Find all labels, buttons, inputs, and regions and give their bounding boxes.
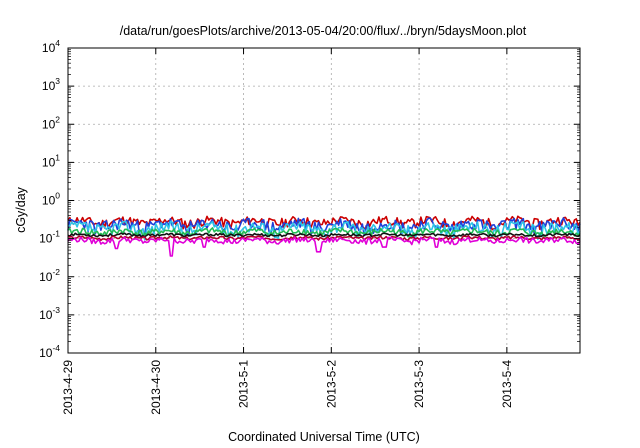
x-tick-label: 2013-5-2 [324, 360, 338, 408]
y-tick-label: 103 [42, 76, 60, 93]
y-tick-label: 10-1 [39, 229, 60, 246]
x-axis-label: Coordinated Universal Time (UTC) [228, 430, 420, 444]
x-tick-label: 2013-5-3 [412, 360, 426, 408]
y-tick-label: 10-3 [39, 305, 60, 322]
y-tick-label: 102 [42, 114, 60, 131]
y-axis-label: cGy/day [14, 186, 28, 233]
y-tick-label: 10-2 [39, 267, 60, 284]
x-tick-label: 2013-4-30 [149, 360, 163, 415]
y-tick-labels: 104 103 102 101 100 10-1 10-2 10-3 10-4 [39, 38, 60, 360]
x-tick-label: 2013-5-1 [237, 360, 251, 408]
gridlines [68, 48, 580, 353]
series-line [67, 232, 581, 238]
y-tick-label: 100 [42, 191, 60, 208]
chart-title: /data/run/goesPlots/archive/2013-05-04/2… [120, 24, 527, 38]
x-tick-label: 2013-4-29 [61, 360, 75, 415]
y-tick-label: 10-4 [39, 343, 60, 360]
series-line [67, 235, 581, 241]
axis-ticks [67, 47, 580, 354]
x-tick-labels: 2013-4-29 2013-4-30 2013-5-1 2013-5-2 2013-5… [61, 360, 514, 415]
y-tick-label: 101 [42, 152, 60, 169]
y-tick-label: 104 [42, 38, 60, 55]
series-line [67, 236, 581, 257]
data-series [67, 215, 581, 257]
series-line [67, 215, 581, 231]
x-tick-label: 2013-5-4 [500, 360, 514, 408]
